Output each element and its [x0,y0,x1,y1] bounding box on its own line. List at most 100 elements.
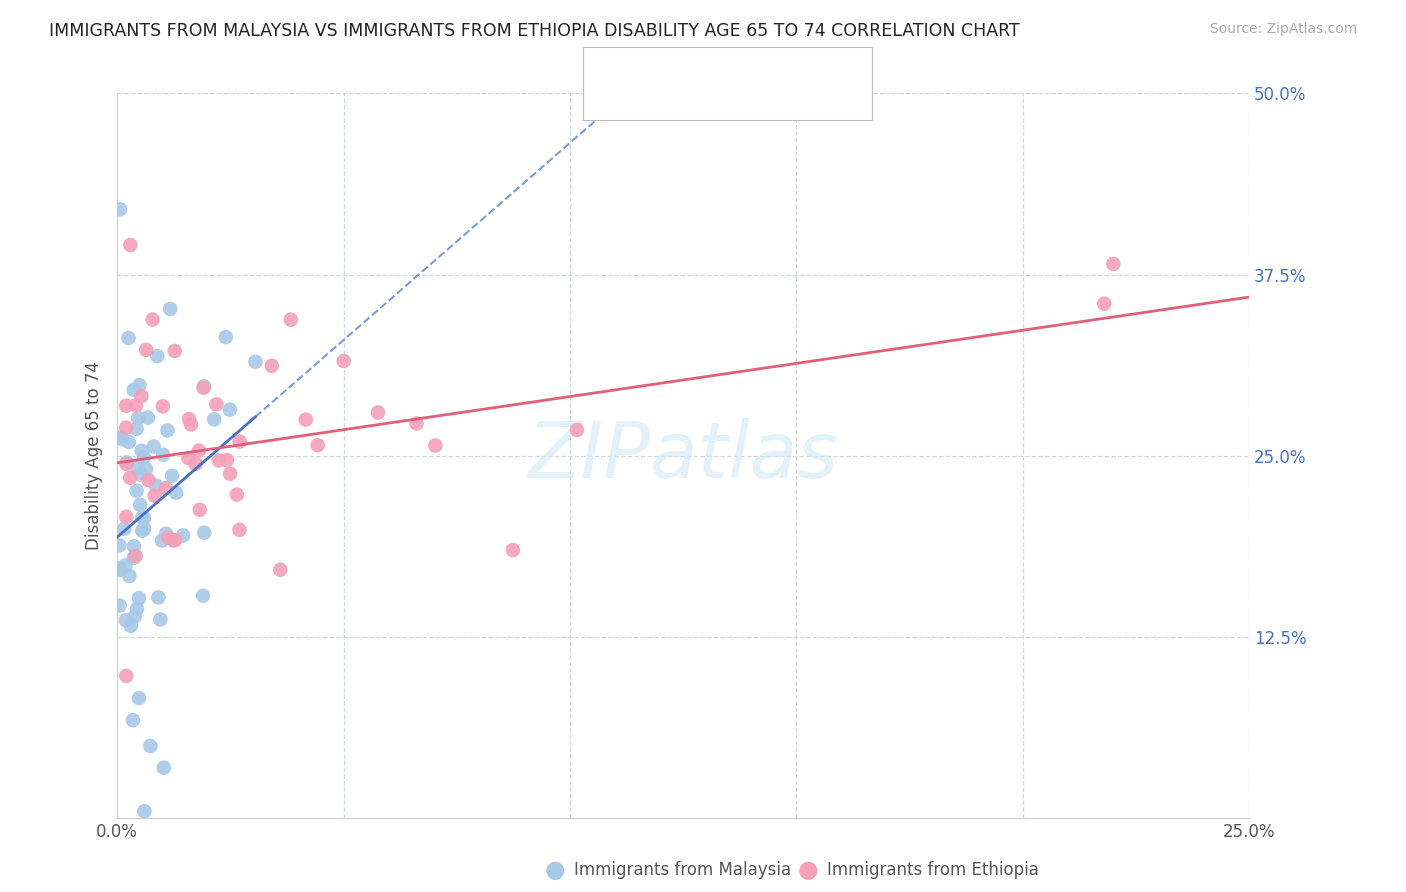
Text: ●: ● [799,858,818,881]
Text: R =: R = [634,66,672,84]
Text: 0.045: 0.045 [665,66,720,84]
Point [163,343,186,358]
Point [124,609,146,624]
Text: ZIPatlas: ZIPatlas [527,418,838,494]
Point [132,521,155,535]
Point [129,498,152,512]
Text: 61: 61 [749,66,773,84]
Point [125,483,148,498]
Point [135,462,157,476]
Point [114,558,136,573]
Point [152,448,174,462]
Point [1102,257,1125,271]
Point [225,487,247,501]
Point [132,511,155,525]
Point [115,669,138,683]
Point [150,533,173,548]
Point [131,443,153,458]
Point [307,438,329,452]
Point [120,238,142,252]
Point [108,599,131,613]
Point [165,485,187,500]
Point [108,538,131,552]
Point [118,569,141,583]
Point [115,457,138,471]
Point [228,434,250,449]
Text: 47: 47 [749,98,773,116]
Point [139,739,162,753]
Point [118,435,141,450]
Point [172,528,194,542]
Point [115,399,138,413]
Point [219,467,242,481]
Point [193,379,215,393]
Text: Immigrants from Ethiopia: Immigrants from Ethiopia [827,861,1039,879]
Point [146,349,169,363]
Text: 0.219: 0.219 [665,98,720,116]
Point [332,354,354,368]
Point [149,613,172,627]
Point [188,502,211,516]
Point [193,381,215,395]
Point [127,461,149,475]
Point [142,312,165,326]
Point [122,539,145,553]
Point [177,450,200,465]
Point [111,432,134,446]
Point [260,359,283,373]
Point [162,533,184,548]
Point [115,420,138,434]
Point [127,411,149,425]
Point [405,417,427,431]
Point [129,467,152,482]
Point [152,400,174,414]
Point [565,423,588,437]
Point [108,202,131,217]
Point [131,524,153,538]
Point [110,563,132,577]
Point [108,431,131,445]
Point [117,331,139,345]
Point [205,397,228,411]
Text: Immigrants from Malaysia: Immigrants from Malaysia [574,861,790,879]
Point [269,563,291,577]
Point [160,468,183,483]
Point [177,412,200,426]
Point [502,543,524,558]
Point [142,440,165,454]
Text: ●: ● [546,858,565,881]
Point [122,383,145,397]
Point [125,601,148,615]
Point [159,301,181,316]
Point [156,424,179,438]
Text: Source: ZipAtlas.com: Source: ZipAtlas.com [1209,22,1357,37]
Point [208,453,231,467]
Point [125,422,148,436]
Point [124,549,146,563]
Point [425,438,447,452]
Point [115,613,138,627]
Point [215,453,238,467]
Point [112,522,135,536]
Text: R =: R = [634,98,672,116]
Point [184,457,207,471]
Point [157,531,180,545]
Point [135,343,157,357]
Point [128,691,150,706]
Point [108,561,131,575]
Point [215,330,238,344]
Point [120,471,142,485]
Y-axis label: Disability Age 65 to 74: Disability Age 65 to 74 [86,361,103,550]
Point [294,412,316,426]
Point [155,481,177,495]
Point [131,389,153,403]
Text: N =: N = [718,66,758,84]
Text: IMMIGRANTS FROM MALAYSIA VS IMMIGRANTS FROM ETHIOPIA DISABILITY AGE 65 TO 74 COR: IMMIGRANTS FROM MALAYSIA VS IMMIGRANTS F… [49,22,1019,40]
Point [191,589,214,603]
Point [219,402,242,417]
Point [155,526,177,541]
Point [228,523,250,537]
Point [138,473,160,487]
Point [1092,296,1115,310]
Point [188,443,211,458]
